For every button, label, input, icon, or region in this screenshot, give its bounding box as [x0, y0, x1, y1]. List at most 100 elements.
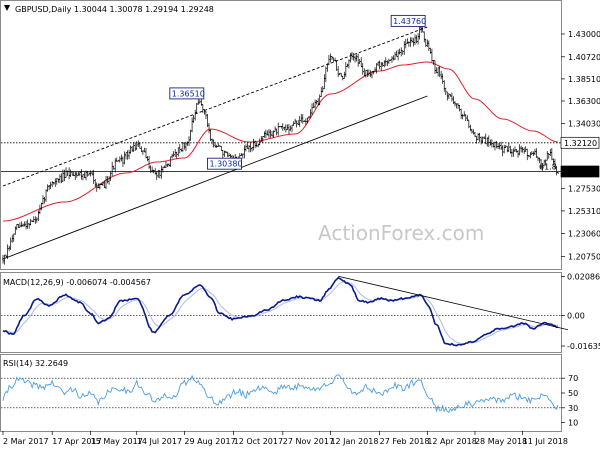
price-bar: [423, 31, 426, 43]
price-bar: [407, 41, 410, 47]
price-bar: [291, 124, 294, 133]
price-bar: [277, 122, 280, 136]
price-bar: [469, 124, 472, 132]
price-bar: [68, 167, 71, 180]
price-bar: [321, 86, 324, 93]
macd-y-tick-label: 0.020861: [567, 273, 600, 282]
price-bar: [194, 109, 197, 121]
price-bar: [320, 87, 323, 97]
price-bar: [550, 148, 553, 161]
price-bar: [503, 144, 506, 154]
price-bar: [437, 67, 440, 77]
moving-average-line: [3, 61, 559, 222]
price-bar: [535, 148, 538, 158]
price-bar: [18, 222, 21, 228]
x-tick-label: 27 Nov 2017: [283, 437, 334, 446]
price-bar: [438, 66, 441, 77]
price-bar: [458, 104, 461, 112]
price-bar: [143, 147, 146, 153]
price-bar: [9, 237, 12, 250]
rsi-y-tick-label: 30: [568, 404, 578, 413]
price-bar: [521, 147, 524, 153]
price-bar: [447, 92, 450, 100]
macd-panel-frame: [0, 272, 562, 353]
price-bar: [58, 174, 61, 184]
price-bar: [286, 124, 289, 130]
price-bar: [74, 171, 77, 181]
price-y-tick-label: 1.40720: [568, 53, 600, 62]
price-bar: [114, 158, 117, 173]
price-bar: [366, 69, 369, 77]
fib-level-label: 61.8: [539, 163, 557, 172]
price-bar: [515, 149, 518, 153]
price-bar: [249, 143, 252, 153]
price-panel-frame: [0, 0, 562, 270]
price-bar: [355, 54, 358, 62]
price-bar: [450, 92, 453, 102]
price-bar: [106, 176, 109, 184]
macd-trendline: [338, 275, 569, 331]
price-bar: [398, 48, 401, 55]
price-bar: [332, 57, 335, 62]
price-bar: [287, 123, 290, 135]
price-bar: [164, 160, 167, 168]
macd-signal-line: [2, 281, 559, 345]
price-bar: [269, 129, 272, 138]
price-bar: [43, 197, 46, 204]
x-tick-label: 2 Mar 2017: [3, 437, 49, 446]
rsi-y-tick-label: 70: [568, 374, 578, 383]
price-bar: [460, 108, 463, 119]
price-tag-label: 1.32120: [564, 139, 597, 148]
price-bar: [94, 178, 97, 188]
price-bar: [69, 169, 72, 178]
price-bar: [401, 50, 404, 55]
price-bar: [440, 71, 443, 80]
price-bar: [78, 171, 81, 177]
price-bar: [329, 53, 332, 63]
price-bar: [284, 124, 287, 133]
price-bar: [267, 128, 270, 139]
price-bar: [246, 143, 249, 149]
price-tag-box: [560, 165, 600, 178]
price-bar: [417, 33, 420, 45]
price-bar: [217, 142, 220, 147]
price-bar: [144, 148, 147, 159]
price-bar: [557, 171, 559, 174]
price-bar: [394, 52, 397, 60]
price-bar: [472, 129, 475, 135]
price-bar: [506, 145, 509, 153]
price-bar: [41, 195, 44, 205]
price-bar: [546, 151, 549, 161]
x-tick-label: 27 Feb 2018: [380, 437, 430, 446]
price-bar: [172, 151, 175, 157]
price-bar: [463, 111, 466, 117]
price-bar: [131, 145, 134, 152]
price-bar: [443, 80, 446, 92]
price-bar: [315, 100, 318, 105]
price-bar: [501, 145, 504, 157]
price-bar: [526, 148, 529, 161]
price-bar: [15, 223, 18, 231]
price-bar: [20, 221, 23, 228]
price-layer: 1.43760 1.36510 1.30380 61.8: [1, 14, 561, 265]
price-bar: [346, 63, 349, 68]
price-bar: [392, 55, 395, 61]
x-tick-label: 15 May 2017: [91, 437, 143, 446]
rsi-layer: [1, 374, 561, 414]
price-bar: [530, 151, 533, 155]
price-bar: [434, 60, 437, 74]
price-bar: [208, 122, 211, 134]
price-bar: [324, 66, 327, 83]
price-bar: [380, 61, 383, 71]
price-bar: [124, 152, 127, 160]
price-bar: [46, 184, 49, 192]
price-bar: [160, 165, 163, 179]
price-bar: [111, 161, 114, 177]
price-bar: [344, 62, 347, 78]
price-bar: [395, 50, 398, 57]
axis-layer: 1.43000 1.40720 1.38510 1.36300 1.34030 1.275…: [2, 30, 600, 446]
watermark: ActionForex.com: [318, 221, 484, 245]
price-bar: [383, 60, 386, 68]
price-bar: [280, 125, 283, 129]
macd-chart-title: MACD(12,26,9) -0.006074 -0.004567: [3, 278, 151, 287]
